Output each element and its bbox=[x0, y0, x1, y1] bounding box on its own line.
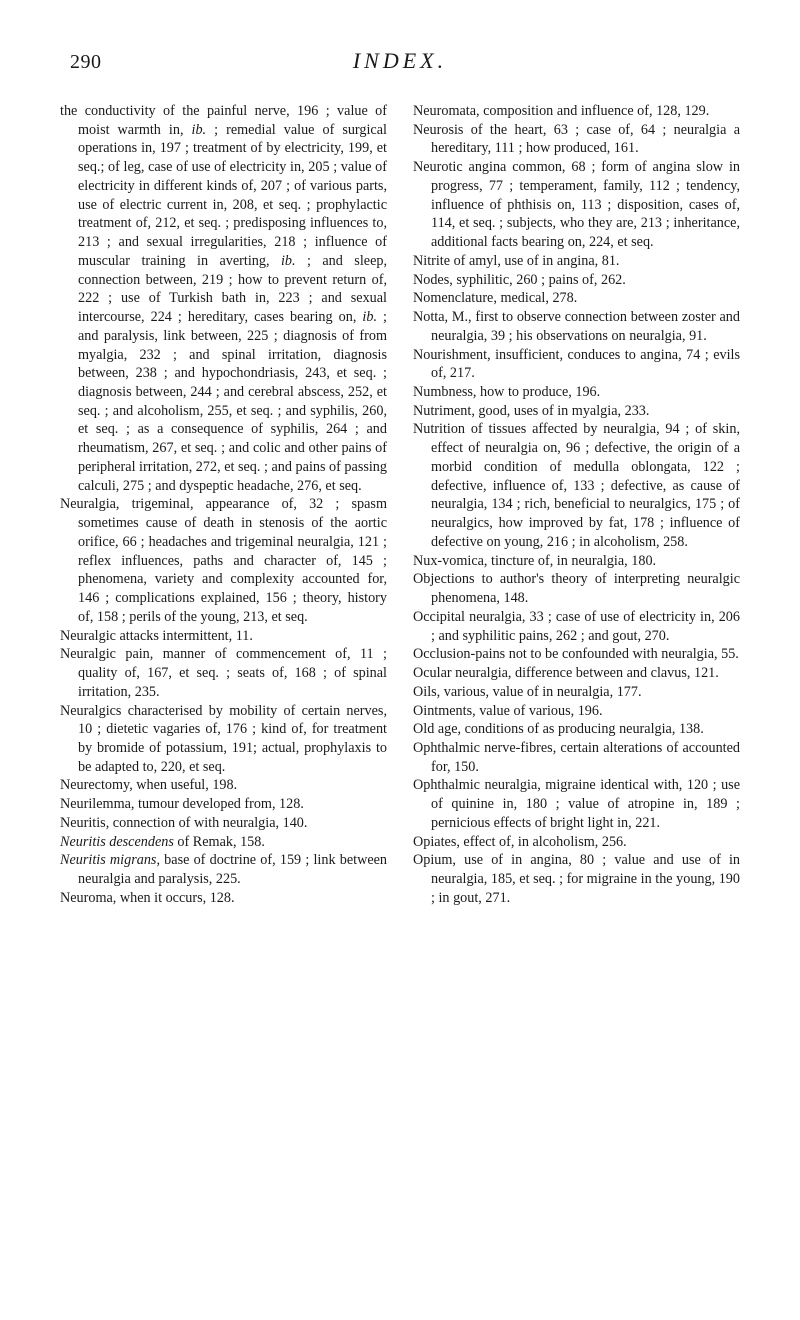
index-entry: Nux-vomica, tincture of, in neuralgia, 1… bbox=[413, 552, 740, 571]
page: 290 INDEX. the conductivity of the painf… bbox=[0, 0, 800, 1320]
index-entry: Nutrition of tissues affected by neuralg… bbox=[413, 420, 740, 551]
index-entry: Neuritis migrans, base of doctrine of, 1… bbox=[60, 851, 387, 888]
index-entry: Notta, M., first to observe connection b… bbox=[413, 308, 740, 345]
index-entry: Neuralgia, trigeminal, appearance of, 32… bbox=[60, 495, 387, 626]
page-header: 290 INDEX. bbox=[60, 48, 740, 74]
index-columns: the conductivity of the painful nerve, 1… bbox=[60, 102, 740, 908]
index-entry: the conductivity of the painful nerve, 1… bbox=[60, 102, 387, 495]
index-entry: Neuromata, composition and influence of,… bbox=[413, 102, 740, 121]
index-entry: Neuroma, when it occurs, 128. bbox=[60, 889, 387, 908]
index-entry: Numbness, how to produce, 196. bbox=[413, 383, 740, 402]
index-entry: Neurotic angina common, 68 ; form of ang… bbox=[413, 158, 740, 252]
index-entry: Occlusion-pains not to be confounded wit… bbox=[413, 645, 740, 664]
index-entry: Old age, conditions of as producing neur… bbox=[413, 720, 740, 739]
index-entry: Neurilemma, tumour developed from, 128. bbox=[60, 795, 387, 814]
index-entry: Neuralgics characterised by mobility of … bbox=[60, 702, 387, 777]
index-entry: Neuritis descendens of Remak, 158. bbox=[60, 833, 387, 852]
index-entry: Oils, various, value of in neuralgia, 17… bbox=[413, 683, 740, 702]
index-entry: Ophthalmic nerve-fibres, certain alterat… bbox=[413, 739, 740, 776]
index-entry: Neurectomy, when useful, 198. bbox=[60, 776, 387, 795]
index-entry: Nitrite of amyl, use of in angina, 81. bbox=[413, 252, 740, 271]
index-entry: Ocular neuralgia, difference between and… bbox=[413, 664, 740, 683]
index-entry: Nodes, syphilitic, 260 ; pains of, 262. bbox=[413, 271, 740, 290]
index-entry: Ointments, value of various, 196. bbox=[413, 702, 740, 721]
index-entry: Occipital neuralgia, 33 ; case of use of… bbox=[413, 608, 740, 645]
index-entry: Nutriment, good, uses of in myalgia, 233… bbox=[413, 402, 740, 421]
index-entry: Nourishment, insufficient, conduces to a… bbox=[413, 346, 740, 383]
index-entry: Objections to author's theory of interpr… bbox=[413, 570, 740, 607]
index-entry: Opiates, effect of, in alcoholism, 256. bbox=[413, 833, 740, 852]
index-entry: Neuritis, connection of with neuralgia, … bbox=[60, 814, 387, 833]
index-entry: Neurosis of the heart, 63 ; case of, 64 … bbox=[413, 121, 740, 158]
index-entry: Ophthalmic neuralgia, migraine identical… bbox=[413, 776, 740, 832]
index-entry: Neuralgic attacks intermittent, 11. bbox=[60, 627, 387, 646]
index-entry: Opium, use of in angina, 80 ; value and … bbox=[413, 851, 740, 907]
running-head: INDEX. bbox=[70, 48, 730, 74]
index-entry: Neuralgic pain, manner of commencement o… bbox=[60, 645, 387, 701]
index-entry: Nomenclature, medical, 278. bbox=[413, 289, 740, 308]
